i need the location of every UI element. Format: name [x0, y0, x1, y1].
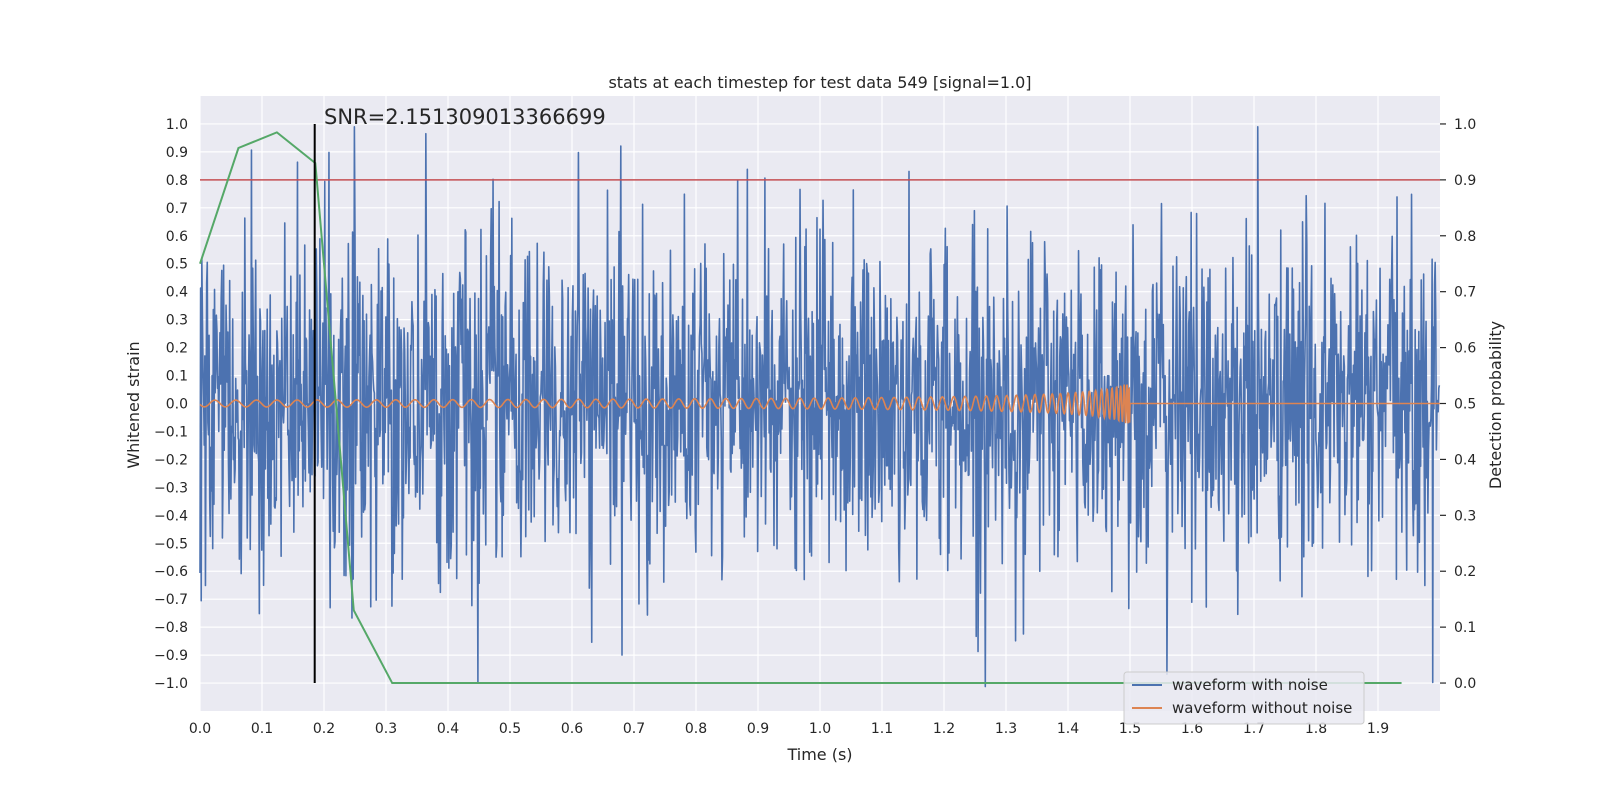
- y-left-tick-label: 0.9: [166, 145, 188, 161]
- clean-waveform-layer: [199, 384, 1440, 424]
- x-tick-label: 1.2: [933, 721, 955, 737]
- y-right-tick-label: 0.6: [1454, 341, 1476, 357]
- x-tick-label: 0.8: [685, 721, 707, 737]
- y-left-tick-label: 0.6: [166, 229, 188, 245]
- x-tick-label: 1.6: [1181, 721, 1203, 737]
- noisy-waveform-layer: [199, 125, 1441, 688]
- y-axis-label-right: Detection probability: [1486, 321, 1505, 489]
- x-tick-label: 0.1: [251, 721, 273, 737]
- legend: waveform with noise waveform without noi…: [1123, 671, 1365, 725]
- x-tick-label: 0.4: [437, 721, 459, 737]
- series-line-probability: [199, 131, 1402, 685]
- y-left-tick-label: 0.7: [166, 201, 188, 217]
- y-left-tick-label: 0.5: [166, 257, 188, 273]
- y-left-tick-label: −0.8: [154, 620, 188, 636]
- y-left-tick-label: −0.1: [154, 424, 188, 440]
- x-tick-label: 1.1: [871, 721, 893, 737]
- x-tick-label: 0.2: [313, 721, 335, 737]
- y-left-tick-label: −0.5: [154, 536, 188, 552]
- y-right-tick-label: 0.0: [1454, 676, 1476, 692]
- x-tick-label: 1.7: [1243, 721, 1265, 737]
- legend-label-clean: waveform without noise: [1172, 699, 1352, 717]
- legend-label-noisy: waveform with noise: [1172, 676, 1328, 694]
- x-tick-label: 0.3: [375, 721, 397, 737]
- chart-title: stats at each timestep for test data 549…: [608, 73, 1031, 92]
- y-left-tick-label: −0.6: [154, 564, 188, 580]
- y-left-tick-label: 1.0: [166, 117, 188, 133]
- y-axis-label-left: Whitened strain: [124, 341, 143, 468]
- x-tick-label: 1.5: [1119, 721, 1141, 737]
- x-tick-label: 0.0: [189, 721, 211, 737]
- probability-layer: [199, 131, 1402, 685]
- x-tick-label: 0.9: [747, 721, 769, 737]
- y-right-tick-label: 0.7: [1454, 285, 1476, 301]
- y-right-tick-label: 0.1: [1454, 620, 1476, 636]
- x-axis-label: Time (s): [786, 745, 852, 764]
- legend-box: [1123, 671, 1365, 725]
- y-left-tick-label: 0.0: [166, 397, 188, 413]
- x-tick-label: 1.0: [809, 721, 831, 737]
- tick-layer: 0.0 0.1 0.2 0.3 0.4 0.5 0.6 0.7 0.8 0.9 1.0 1.1 1.2 1…: [154, 117, 1476, 737]
- y-right-tick-label: 0.8: [1454, 229, 1476, 245]
- x-tick-label: 1.3: [995, 721, 1017, 737]
- series-line-noisy: [199, 125, 1441, 688]
- y-left-tick-label: −0.9: [154, 648, 188, 664]
- y-right-tick-label: 0.9: [1454, 173, 1476, 189]
- y-left-tick-label: −0.7: [154, 592, 188, 608]
- y-right-tick-label: 0.3: [1454, 508, 1476, 524]
- y-left-tick-label: 0.2: [166, 341, 188, 357]
- x-tick-label: 1.9: [1367, 721, 1389, 737]
- x-tick-label: 0.5: [499, 721, 521, 737]
- y-left-tick-label: 0.3: [166, 313, 188, 329]
- y-right-tick-label: 0.5: [1454, 397, 1476, 413]
- x-tick-label: 1.4: [1057, 721, 1079, 737]
- x-tick-label: 0.7: [623, 721, 645, 737]
- y-left-tick-label: −0.4: [154, 508, 188, 524]
- y-right-tick-label: 0.4: [1454, 452, 1476, 468]
- x-tick-label: 0.6: [561, 721, 583, 737]
- y-left-tick-label: 0.1: [166, 369, 188, 385]
- y-left-tick-label: −0.2: [154, 452, 188, 468]
- y-right-tick-label: 0.2: [1454, 564, 1476, 580]
- y-left-tick-label: 0.4: [166, 285, 188, 301]
- series-line-clean: [199, 384, 1440, 424]
- y-right-tick-label: 1.0: [1454, 117, 1476, 133]
- y-left-tick-label: 0.8: [166, 173, 188, 189]
- x-tick-label: 1.8: [1305, 721, 1327, 737]
- y-left-tick-label: −1.0: [154, 676, 188, 692]
- snr-annotation: SNR=2.151309013366699: [324, 105, 606, 129]
- y-left-tick-label: −0.3: [154, 480, 188, 496]
